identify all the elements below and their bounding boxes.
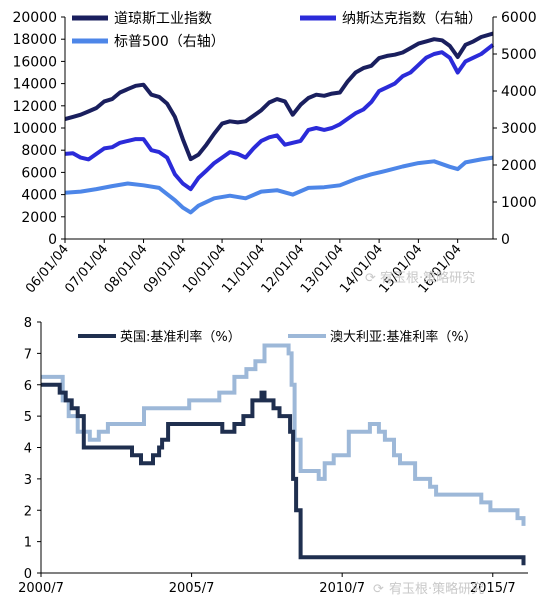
watermark-2-icon: ⟳	[373, 582, 384, 597]
left-tick-label: 12000	[12, 99, 57, 115]
right-tick-label: 1000	[501, 195, 537, 211]
right-tick-label: 0	[501, 232, 510, 248]
legend-label-2: 标普500（右轴）	[114, 34, 225, 50]
y-tick-label: 0	[24, 567, 32, 582]
left-tick-label: 16000	[12, 54, 57, 70]
right-tick-label: 5000	[501, 47, 537, 63]
series-line-2	[64, 155, 494, 215]
x-tick-label: 2000/7	[18, 581, 64, 596]
right-tick-label: 2000	[501, 158, 537, 174]
watermark-2-text: 宥玉根·策略研究	[389, 581, 484, 597]
left-tick-label: 4000	[21, 188, 57, 204]
legend-label-0: 道琼斯工业指数	[114, 11, 212, 27]
left-tick-label: 8000	[21, 143, 57, 159]
right-tick-label: 6000	[501, 10, 537, 26]
y-tick-label: 2	[24, 504, 32, 519]
series-line-0	[64, 31, 494, 162]
left-tick-label: 0	[48, 232, 57, 248]
right-tick-label: 3000	[501, 121, 537, 137]
rate-line-1	[41, 343, 526, 526]
x-tick-label: 2005/7	[169, 581, 215, 596]
stock-index-chart: 0200040006000800010000120001400016000180…	[12, 10, 536, 296]
watermark-1-icon: ⟳	[365, 271, 376, 286]
left-tick-label: 18000	[12, 32, 57, 48]
left-tick-label: 20000	[12, 10, 57, 26]
y-tick-label: 5	[24, 410, 32, 425]
interest-rate-chart: 0 1 2 3 4 5 6 7 8 2000/7 2005/7 2010/7 2015/7 英国:基准利…	[18, 316, 528, 596]
right-tick-label: 4000	[501, 84, 537, 100]
series-line-1	[64, 43, 495, 192]
rate-line-0	[41, 382, 526, 566]
y-tick-label: 1	[24, 536, 32, 551]
y-tick-label: 3	[24, 473, 32, 488]
y-tick-label: 8	[24, 316, 32, 331]
left-tick-label: 2000	[21, 210, 57, 226]
left-tick-label: 14000	[12, 77, 57, 93]
left-tick-label: 10000	[12, 121, 57, 137]
x-tick-label: 2010/7	[319, 581, 365, 596]
y-tick-label: 4	[24, 442, 32, 457]
watermark-2: ⟳ 宥玉根·策略研究	[373, 581, 484, 597]
x-tick-label: 2015/7	[470, 581, 516, 596]
watermark-1-text: 宥玉根·策略研究	[380, 270, 475, 286]
watermark-1: ⟳ 宥玉根·策略研究	[365, 270, 475, 286]
rate-legend-label-0: 英国:基准利率（%）	[120, 329, 241, 345]
y-tick-label: 7	[24, 347, 32, 362]
y-tick-label: 6	[24, 379, 32, 394]
rate-legend-label-1: 澳大利亚:基准利率（%）	[330, 329, 477, 345]
left-tick-label: 6000	[21, 165, 57, 181]
legend-label-1: 纳斯达克指数（右轴）	[342, 11, 482, 27]
